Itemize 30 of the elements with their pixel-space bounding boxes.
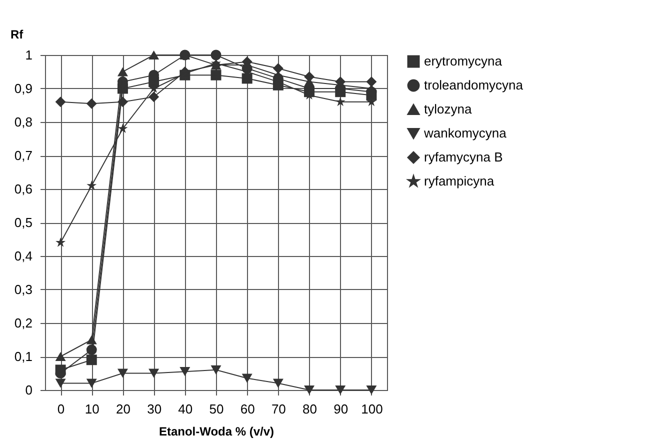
legend-label: erytromycyna <box>424 54 503 68</box>
x-tick-label: 70 <box>271 402 286 416</box>
x-tick-label: 40 <box>178 402 193 416</box>
legend-label: troleandomycyna <box>424 78 524 92</box>
x-tick-label: 60 <box>240 402 255 416</box>
y-tick-label: 0,9 <box>14 81 32 96</box>
legend-label: wankomycyna <box>423 126 508 140</box>
x-tick-label: 0 <box>57 402 65 416</box>
x-tick-label: 20 <box>116 402 130 416</box>
y-tick-label: 0,3 <box>14 282 32 297</box>
x-tick-label: 10 <box>84 402 100 416</box>
x-axis-title: Etanol-Woda % (v/v) <box>158 424 274 438</box>
y-tick-label: 0,8 <box>14 114 32 130</box>
y-tick-label: 0,6 <box>14 182 32 196</box>
y-axis-title: Rf <box>10 28 24 42</box>
x-tick-label: 80 <box>302 402 318 416</box>
y-tick-label: 0,2 <box>14 316 32 330</box>
y-tick-label: 1 <box>25 48 32 62</box>
x-tick-label: 50 <box>209 402 224 416</box>
x-tick-label: 100 <box>361 402 383 416</box>
x-tick-label: 90 <box>334 402 348 416</box>
legend-label: ryfamycyna B <box>424 150 503 164</box>
y-tick-label: 0 <box>25 382 32 398</box>
y-tick-label: 0,1 <box>14 349 32 364</box>
y-tick-label: 0,4 <box>14 248 32 264</box>
legend-label: ryfampicyna <box>424 174 495 188</box>
legend-label: tylozyna <box>424 102 472 116</box>
y-tick-label: 0,5 <box>14 215 32 230</box>
y-tick-label: 0,7 <box>14 148 32 163</box>
x-tick-label: 30 <box>147 402 162 416</box>
